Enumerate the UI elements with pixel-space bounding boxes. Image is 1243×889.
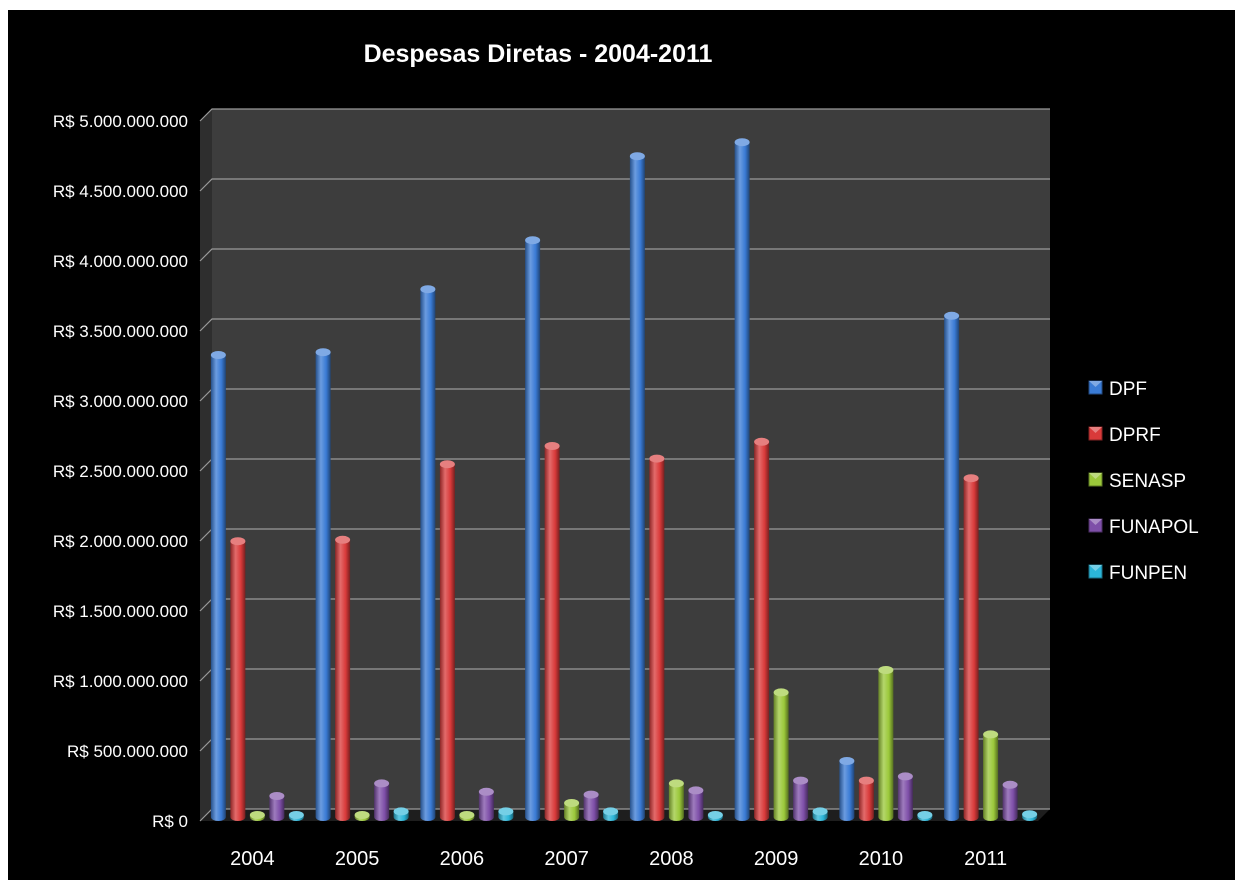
y-tick-label: R$ 1.000.000.000 bbox=[53, 672, 188, 691]
bar-dpf-2009 bbox=[734, 138, 750, 821]
bar-senasp-2007 bbox=[564, 799, 580, 821]
legend-label: DPF bbox=[1109, 379, 1147, 400]
gridline bbox=[199, 108, 1050, 122]
floor bbox=[200, 809, 1050, 821]
x-tick-label: 2010 bbox=[859, 848, 904, 870]
y-tick-label: R$ 0 bbox=[152, 812, 188, 831]
bar-dprf-2010 bbox=[858, 776, 874, 821]
bar-senasp-2006 bbox=[459, 811, 475, 821]
chart-area: Despesas Diretas - 2004-2011 R$ 0 R$ 500.… bbox=[8, 10, 1235, 880]
y-tick-label: R$ 4.000.000.000 bbox=[53, 252, 188, 271]
legend-label: FUNAPOL bbox=[1109, 517, 1199, 538]
legend: DPF DPRF SENASP FUNAPOL FUNPEN bbox=[1088, 379, 1199, 584]
legend-label: DPRF bbox=[1109, 425, 1161, 446]
bar-funapol-2007 bbox=[583, 790, 599, 821]
bar-funpen-2004 bbox=[288, 811, 304, 821]
bar-funpen-2009 bbox=[812, 807, 828, 821]
y-tick-label: R$ 5.000.000.000 bbox=[53, 112, 188, 131]
gridline bbox=[199, 318, 1050, 332]
bar-dpf-2008 bbox=[629, 152, 645, 821]
bar-funpen-2011 bbox=[1022, 810, 1038, 821]
bar-senasp-2005 bbox=[354, 811, 370, 821]
legend-label: SENASP bbox=[1109, 471, 1186, 492]
bar-dprf-2008 bbox=[649, 454, 665, 821]
x-tick-label: 2007 bbox=[544, 848, 589, 870]
legend-item-funpen: FUNPEN bbox=[1088, 563, 1187, 584]
bar-funpen-2005 bbox=[393, 807, 409, 821]
bars bbox=[210, 138, 1038, 821]
gridline bbox=[199, 178, 1050, 192]
x-tick-label: 2006 bbox=[440, 848, 485, 870]
bar-chart: Despesas Diretas - 2004-2011 R$ 0 R$ 500.… bbox=[53, 40, 1199, 870]
chart-title: Despesas Diretas - 2004-2011 bbox=[364, 40, 713, 68]
bar-senasp-2009 bbox=[773, 688, 789, 821]
y-tick-label: R$ 500.000.000 bbox=[67, 742, 188, 761]
bar-funpen-2007 bbox=[603, 807, 619, 821]
bar-senasp-2011 bbox=[983, 730, 999, 821]
bar-funapol-2009 bbox=[793, 776, 809, 821]
bar-funapol-2004 bbox=[269, 792, 285, 821]
bar-dpf-2010 bbox=[839, 757, 855, 821]
bar-dprf-2011 bbox=[963, 474, 979, 821]
bar-dprf-2005 bbox=[335, 535, 351, 821]
bar-funapol-2010 bbox=[897, 772, 913, 821]
bar-funpen-2010 bbox=[917, 811, 933, 821]
bar-dprf-2009 bbox=[754, 437, 770, 821]
bar-dprf-2007 bbox=[544, 442, 560, 821]
bar-dprf-2004 bbox=[230, 537, 246, 821]
x-tick-label: 2011 bbox=[964, 848, 1007, 870]
y-tick-label: R$ 3.000.000.000 bbox=[53, 392, 188, 411]
bar-dpf-2006 bbox=[420, 285, 436, 821]
bar-dprf-2006 bbox=[439, 460, 455, 821]
x-tick-label: 2005 bbox=[335, 848, 380, 870]
x-axis-ticks: 2004 2005 2006 2007 2008 2009 2010 2011 bbox=[230, 848, 1007, 870]
y-tick-label: R$ 2.000.000.000 bbox=[53, 532, 188, 551]
x-tick-label: 2009 bbox=[754, 848, 799, 870]
y-tick-label: R$ 2.500.000.000 bbox=[53, 462, 188, 481]
bar-funapol-2006 bbox=[478, 787, 494, 821]
bar-funapol-2008 bbox=[688, 786, 704, 821]
bar-dpf-2005 bbox=[315, 348, 331, 821]
y-tick-label: R$ 4.500.000.000 bbox=[53, 182, 188, 201]
bar-senasp-2008 bbox=[668, 779, 684, 821]
x-tick-label: 2008 bbox=[649, 848, 694, 870]
bar-dpf-2004 bbox=[210, 351, 226, 821]
bar-funapol-2011 bbox=[1002, 780, 1018, 821]
bar-funpen-2006 bbox=[498, 807, 514, 821]
x-tick-label: 2004 bbox=[230, 848, 275, 870]
bar-dpf-2007 bbox=[525, 236, 541, 821]
gridline bbox=[199, 248, 1050, 262]
legend-item-dprf: DPRF bbox=[1088, 425, 1161, 446]
y-tick-label: R$ 1.500.000.000 bbox=[53, 602, 188, 621]
y-tick-label: R$ 3.500.000.000 bbox=[53, 322, 188, 341]
bar-senasp-2004 bbox=[249, 811, 265, 821]
y-axis-ticks: R$ 0 R$ 500.000.000 R$ 1.000.000.000 R$ 1.5… bbox=[53, 112, 188, 831]
bar-funapol-2005 bbox=[374, 779, 390, 821]
legend-item-dpf: DPF bbox=[1088, 379, 1147, 400]
legend-item-funapol: FUNAPOL bbox=[1088, 517, 1199, 538]
legend-label: FUNPEN bbox=[1109, 563, 1187, 584]
bar-funpen-2008 bbox=[707, 811, 723, 821]
bar-senasp-2010 bbox=[878, 666, 894, 821]
bar-dpf-2011 bbox=[944, 311, 960, 821]
legend-item-senasp: SENASP bbox=[1088, 471, 1186, 492]
